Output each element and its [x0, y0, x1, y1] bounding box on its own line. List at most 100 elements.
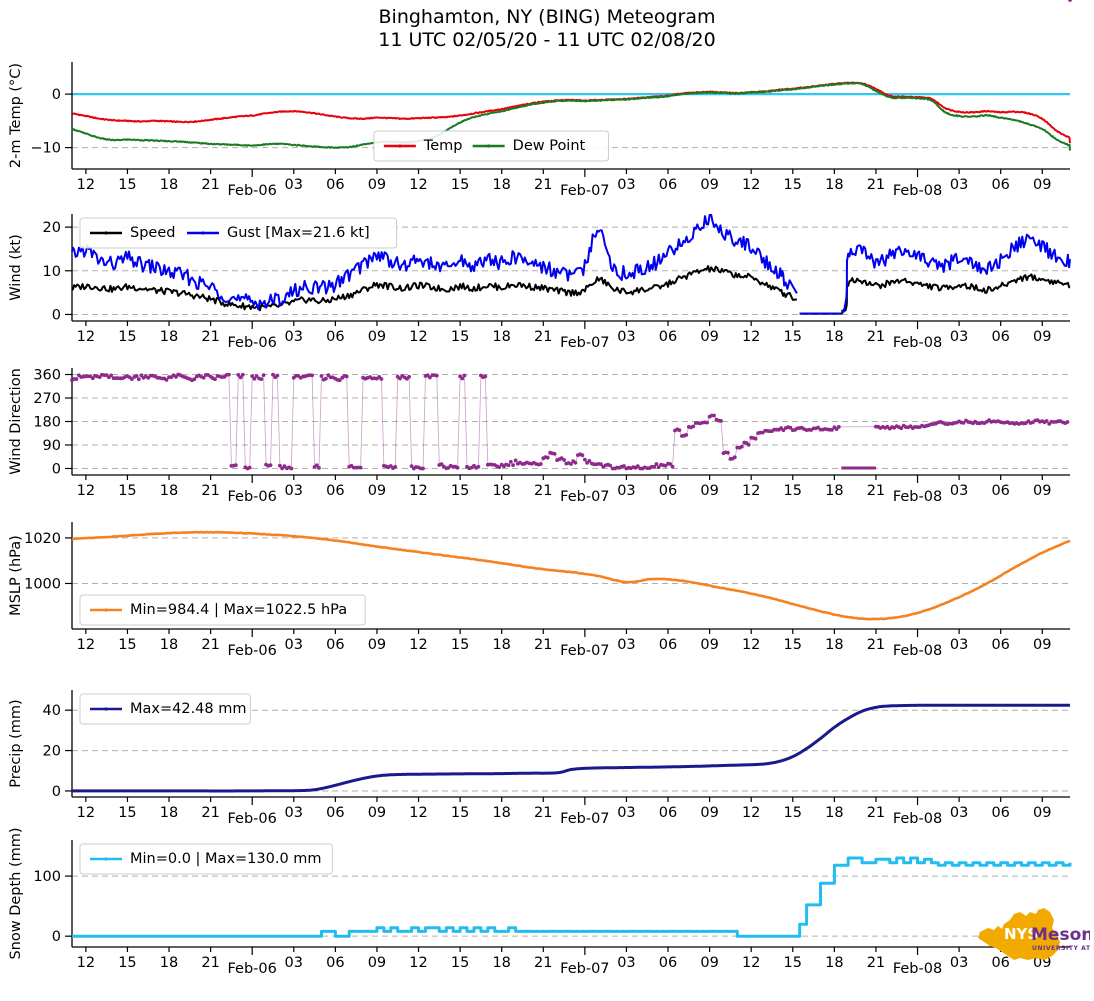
xtick-label-wind_direction-15: 09 — [700, 483, 718, 499]
winddir-point — [511, 463, 515, 467]
winddir-point — [670, 464, 675, 469]
xtick-label-wind-21: 03 — [950, 329, 968, 345]
winddir-point — [726, 450, 730, 455]
xtick-label-mslp-13: 03 — [617, 637, 635, 653]
xtick-label-wind_direction-14: 06 — [659, 483, 677, 499]
legend-precip: Max=42.48 mm — [79, 693, 251, 725]
winddir-point — [677, 428, 682, 433]
winddir-point — [344, 374, 349, 379]
trace-mslp-mslp — [71, 530, 1071, 621]
xtick-label-snow_depth-8: 12 — [409, 955, 427, 971]
winddir-point — [259, 377, 264, 381]
xtick-label-temperature-8: 12 — [409, 177, 427, 193]
xtick-label-precip-20: Feb-08 — [893, 811, 942, 827]
winddir-point — [781, 428, 786, 433]
xtick-label-wind-0: 12 — [77, 329, 95, 345]
winddir-point — [439, 462, 444, 467]
panel-snow_depth: 0 100 Snow Depth (mm) 12 15 18 21 Feb-06 03 06 09 1… — [8, 827, 1072, 977]
ytick-label-wind-2: 20 — [43, 220, 61, 236]
winddir-point — [668, 462, 673, 466]
winddir-point — [654, 462, 659, 466]
winddir-point — [719, 419, 723, 423]
title-line-1: Binghamton, NY (BING) Meteogram — [378, 6, 716, 28]
legend-marker-wind-0 — [104, 231, 108, 235]
winddir-point — [289, 466, 294, 471]
xtick-label-mslp-10: 18 — [492, 637, 510, 653]
title-line-2: 11 UTC 02/05/20 - 11 UTC 02/08/20 — [378, 29, 716, 51]
yaxis-label-mslp: MSLP (hPa) — [8, 535, 24, 616]
xtick-label-temperature-15: 09 — [700, 177, 718, 193]
xtick-label-wind-1: 15 — [118, 329, 136, 345]
winddir-point — [569, 462, 573, 466]
trace-temperature-dew-point — [71, 81, 1071, 151]
xtick-label-wind-6: 06 — [326, 329, 344, 345]
winddir-point — [599, 462, 603, 466]
yaxis-label-wind_direction: Wind Direction — [8, 368, 24, 475]
panel-precip: 0 20 40 Precip (mm) 12 15 18 21 Feb-06 03 06 09 12 15… — [8, 690, 1071, 827]
xtick-label-snow_depth-10: 18 — [492, 955, 510, 971]
ytick-label-wind_direction-2: 180 — [33, 415, 61, 431]
legend-marker-temperature-1 — [487, 144, 491, 148]
winddir-point — [136, 377, 141, 382]
winddir-point — [409, 464, 414, 468]
xtick-label-wind_direction-5: 03 — [285, 483, 303, 499]
xtick-label-temperature-1: 15 — [118, 177, 136, 193]
winddir-point — [393, 465, 398, 469]
xtick-label-temperature-5: 03 — [285, 177, 303, 193]
ytick-label-temperature-1: 0 — [52, 87, 61, 103]
xtick-label-temperature-6: 06 — [326, 177, 344, 193]
winddir-point — [261, 373, 266, 377]
xtick-label-precip-0: 12 — [77, 805, 95, 821]
xtick-label-wind-10: 18 — [492, 329, 510, 345]
ytick-label-wind_direction-1: 90 — [43, 438, 61, 454]
logo-nys-text: NYS — [1004, 925, 1038, 943]
xtick-label-precip-14: 06 — [659, 805, 677, 821]
xtick-label-temperature-21: 03 — [950, 177, 968, 193]
xtick-label-snow_depth-6: 06 — [326, 955, 344, 971]
winddir-point — [238, 375, 243, 380]
xtick-label-mslp-0: 12 — [77, 637, 95, 653]
xtick-label-temperature-7: 09 — [368, 177, 386, 193]
trace-wind-gust — [71, 213, 1071, 313]
winddir-point — [227, 372, 231, 377]
winddir-point — [1044, 419, 1049, 423]
xtick-label-wind-11: 21 — [534, 329, 552, 345]
xtick-label-precip-18: 18 — [825, 805, 843, 821]
ytick-label-wind_direction-4: 360 — [33, 368, 61, 384]
winddir-point — [830, 428, 834, 432]
winddir-point — [428, 375, 432, 380]
xtick-label-mslp-18: 18 — [825, 637, 843, 653]
ytick-label-precip-2: 40 — [43, 703, 61, 719]
xtick-label-snow_depth-0: 12 — [77, 955, 95, 971]
xtick-label-precip-12: Feb-07 — [560, 811, 609, 827]
panel-temperature: −10 0 2-m Temp (°C) 12 15 18 21 Feb-06 03 06 09 12 1… — [8, 62, 1071, 199]
xtick-label-precip-19: 21 — [867, 805, 885, 821]
yaxis-label-precip: Precip (mm) — [8, 699, 24, 787]
xtick-label-snow_depth-2: 18 — [160, 955, 178, 971]
xtick-label-mslp-7: 09 — [368, 637, 386, 653]
xtick-label-wind_direction-2: 18 — [160, 483, 178, 499]
winddir-point — [483, 374, 488, 379]
xtick-label-mslp-8: 12 — [409, 637, 427, 653]
xtick-label-snow_depth-9: 15 — [451, 955, 469, 971]
xtick-label-precip-8: 12 — [409, 805, 427, 821]
winddir-point — [213, 377, 217, 381]
xtick-label-wind_direction-20: Feb-08 — [893, 489, 942, 505]
winddir-point — [622, 464, 626, 468]
xtick-label-wind-4: Feb-06 — [228, 335, 277, 351]
xtick-label-wind_direction-13: 03 — [617, 483, 635, 499]
xtick-label-wind-20: Feb-08 — [893, 335, 942, 351]
xtick-label-wind-12: Feb-07 — [560, 335, 609, 351]
xtick-label-snow_depth-18: 18 — [825, 955, 843, 971]
xtick-label-snow_depth-20: Feb-08 — [893, 961, 942, 977]
nys-mesonet-logo: NYS Mesonet UNIVERSITY AT ALBANY — [978, 908, 1090, 960]
winddir-point — [545, 455, 550, 460]
winddir-point — [739, 444, 744, 449]
logo-subtitle-text: UNIVERSITY AT ALBANY — [1032, 945, 1090, 952]
legend-box-precip — [79, 693, 251, 725]
xtick-label-wind_direction-1: 15 — [118, 483, 136, 499]
yaxis-label-snow_depth: Snow Depth (mm) — [8, 827, 24, 959]
legend-box-wind — [79, 217, 398, 249]
xtick-label-mslp-4: Feb-06 — [228, 643, 277, 659]
